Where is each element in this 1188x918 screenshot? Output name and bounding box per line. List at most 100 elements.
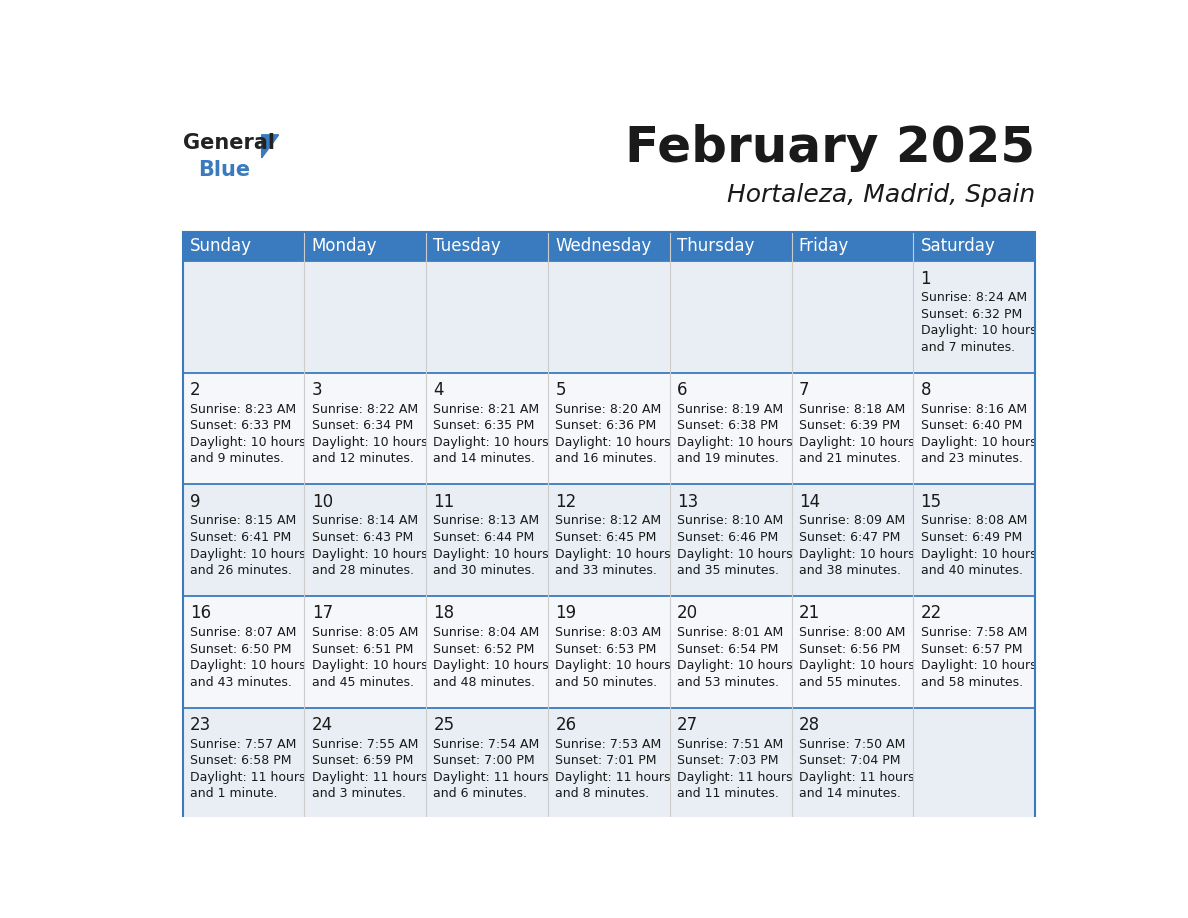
Text: Sunrise: 8:15 AM: Sunrise: 8:15 AM xyxy=(190,514,296,528)
Text: and 28 minutes.: and 28 minutes. xyxy=(311,564,413,577)
Text: Daylight: 10 hours: Daylight: 10 hours xyxy=(434,659,549,672)
Text: and 1 minute.: and 1 minute. xyxy=(190,788,278,800)
Text: Sunset: 6:58 PM: Sunset: 6:58 PM xyxy=(190,755,291,767)
Text: and 45 minutes.: and 45 minutes. xyxy=(311,676,413,688)
Text: Daylight: 11 hours: Daylight: 11 hours xyxy=(798,771,915,784)
Text: Sunset: 6:35 PM: Sunset: 6:35 PM xyxy=(434,420,535,432)
Text: and 14 minutes.: and 14 minutes. xyxy=(798,788,901,800)
Text: Daylight: 10 hours: Daylight: 10 hours xyxy=(555,436,671,449)
Text: Daylight: 10 hours: Daylight: 10 hours xyxy=(798,547,915,561)
Text: and 6 minutes.: and 6 minutes. xyxy=(434,788,527,800)
Text: Sunset: 6:59 PM: Sunset: 6:59 PM xyxy=(311,755,413,767)
Text: and 33 minutes.: and 33 minutes. xyxy=(555,564,657,577)
Text: Sunrise: 8:23 AM: Sunrise: 8:23 AM xyxy=(190,403,296,416)
Text: 13: 13 xyxy=(677,493,699,510)
Bar xyxy=(183,373,1035,485)
Text: Sunrise: 8:20 AM: Sunrise: 8:20 AM xyxy=(555,403,662,416)
Text: General: General xyxy=(183,133,274,153)
Bar xyxy=(183,708,1035,820)
Text: Sunrise: 8:14 AM: Sunrise: 8:14 AM xyxy=(311,514,418,528)
Text: Sunrise: 7:55 AM: Sunrise: 7:55 AM xyxy=(311,738,418,751)
Text: Daylight: 11 hours: Daylight: 11 hours xyxy=(555,771,671,784)
Text: Sunrise: 8:18 AM: Sunrise: 8:18 AM xyxy=(798,403,905,416)
Text: and 8 minutes.: and 8 minutes. xyxy=(555,788,650,800)
Text: Sunset: 7:01 PM: Sunset: 7:01 PM xyxy=(555,755,657,767)
Text: Sunrise: 8:24 AM: Sunrise: 8:24 AM xyxy=(921,291,1026,304)
Text: 27: 27 xyxy=(677,716,699,734)
Text: Sunrise: 8:07 AM: Sunrise: 8:07 AM xyxy=(190,626,296,639)
Text: Daylight: 10 hours: Daylight: 10 hours xyxy=(921,547,1036,561)
Text: 17: 17 xyxy=(311,604,333,622)
Text: Sunrise: 8:13 AM: Sunrise: 8:13 AM xyxy=(434,514,539,528)
Text: Daylight: 10 hours: Daylight: 10 hours xyxy=(921,659,1036,672)
Text: Sunset: 6:51 PM: Sunset: 6:51 PM xyxy=(311,643,413,655)
Text: and 38 minutes.: and 38 minutes. xyxy=(798,564,901,577)
Text: Daylight: 10 hours: Daylight: 10 hours xyxy=(677,547,792,561)
Text: Thursday: Thursday xyxy=(677,238,754,255)
Text: and 23 minutes.: and 23 minutes. xyxy=(921,453,1023,465)
Bar xyxy=(183,232,1035,261)
Text: Sunrise: 7:50 AM: Sunrise: 7:50 AM xyxy=(798,738,905,751)
Text: 15: 15 xyxy=(921,493,942,510)
Text: 26: 26 xyxy=(555,716,576,734)
Text: and 12 minutes.: and 12 minutes. xyxy=(311,453,413,465)
Text: Sunrise: 7:54 AM: Sunrise: 7:54 AM xyxy=(434,738,539,751)
Text: Sunrise: 8:03 AM: Sunrise: 8:03 AM xyxy=(555,626,662,639)
Text: and 16 minutes.: and 16 minutes. xyxy=(555,453,657,465)
Text: Sunrise: 8:19 AM: Sunrise: 8:19 AM xyxy=(677,403,783,416)
Text: Friday: Friday xyxy=(798,238,849,255)
Text: Sunrise: 8:04 AM: Sunrise: 8:04 AM xyxy=(434,626,539,639)
Bar xyxy=(183,485,1035,596)
Polygon shape xyxy=(261,135,279,158)
Text: Sunrise: 8:21 AM: Sunrise: 8:21 AM xyxy=(434,403,539,416)
Text: Sunset: 7:03 PM: Sunset: 7:03 PM xyxy=(677,755,778,767)
Text: 16: 16 xyxy=(190,604,211,622)
Text: Sunrise: 7:53 AM: Sunrise: 7:53 AM xyxy=(555,738,662,751)
Text: 24: 24 xyxy=(311,716,333,734)
Text: Sunset: 6:56 PM: Sunset: 6:56 PM xyxy=(798,643,901,655)
Text: 20: 20 xyxy=(677,604,699,622)
Text: Daylight: 10 hours: Daylight: 10 hours xyxy=(555,659,671,672)
Text: Sunset: 6:54 PM: Sunset: 6:54 PM xyxy=(677,643,778,655)
Text: Daylight: 10 hours: Daylight: 10 hours xyxy=(434,547,549,561)
Text: Daylight: 10 hours: Daylight: 10 hours xyxy=(190,659,305,672)
Text: Sunrise: 8:10 AM: Sunrise: 8:10 AM xyxy=(677,514,783,528)
Text: and 55 minutes.: and 55 minutes. xyxy=(798,676,901,688)
Text: Blue: Blue xyxy=(198,161,251,180)
Text: Daylight: 10 hours: Daylight: 10 hours xyxy=(555,547,671,561)
Text: and 50 minutes.: and 50 minutes. xyxy=(555,676,657,688)
Text: Sunrise: 8:09 AM: Sunrise: 8:09 AM xyxy=(798,514,905,528)
Text: and 14 minutes.: and 14 minutes. xyxy=(434,453,536,465)
Text: Sunrise: 7:57 AM: Sunrise: 7:57 AM xyxy=(190,738,296,751)
Text: 25: 25 xyxy=(434,716,455,734)
Text: and 43 minutes.: and 43 minutes. xyxy=(190,676,292,688)
Text: and 53 minutes.: and 53 minutes. xyxy=(677,676,779,688)
Text: Daylight: 10 hours: Daylight: 10 hours xyxy=(311,436,428,449)
Text: Daylight: 10 hours: Daylight: 10 hours xyxy=(190,547,305,561)
Text: 28: 28 xyxy=(798,716,820,734)
Text: Sunset: 6:36 PM: Sunset: 6:36 PM xyxy=(555,420,657,432)
Text: Daylight: 10 hours: Daylight: 10 hours xyxy=(434,436,549,449)
Text: Sunrise: 8:16 AM: Sunrise: 8:16 AM xyxy=(921,403,1026,416)
Text: Sunset: 6:33 PM: Sunset: 6:33 PM xyxy=(190,420,291,432)
Text: 11: 11 xyxy=(434,493,455,510)
Text: Daylight: 10 hours: Daylight: 10 hours xyxy=(798,436,915,449)
Text: 2: 2 xyxy=(190,381,201,399)
Text: 18: 18 xyxy=(434,604,455,622)
Text: Daylight: 10 hours: Daylight: 10 hours xyxy=(677,436,792,449)
Text: 19: 19 xyxy=(555,604,576,622)
Text: Sunset: 6:57 PM: Sunset: 6:57 PM xyxy=(921,643,1022,655)
Text: Sunset: 6:49 PM: Sunset: 6:49 PM xyxy=(921,531,1022,544)
Text: Sunrise: 8:22 AM: Sunrise: 8:22 AM xyxy=(311,403,418,416)
Bar xyxy=(183,232,1035,820)
Text: and 7 minutes.: and 7 minutes. xyxy=(921,341,1015,353)
Text: Sunset: 6:41 PM: Sunset: 6:41 PM xyxy=(190,531,291,544)
Text: Daylight: 10 hours: Daylight: 10 hours xyxy=(798,659,915,672)
Text: 14: 14 xyxy=(798,493,820,510)
Text: February 2025: February 2025 xyxy=(625,124,1035,172)
Text: Tuesday: Tuesday xyxy=(434,238,501,255)
Text: 6: 6 xyxy=(677,381,688,399)
Text: 1: 1 xyxy=(921,270,931,287)
Text: Sunrise: 8:01 AM: Sunrise: 8:01 AM xyxy=(677,626,783,639)
Text: Daylight: 10 hours: Daylight: 10 hours xyxy=(190,436,305,449)
